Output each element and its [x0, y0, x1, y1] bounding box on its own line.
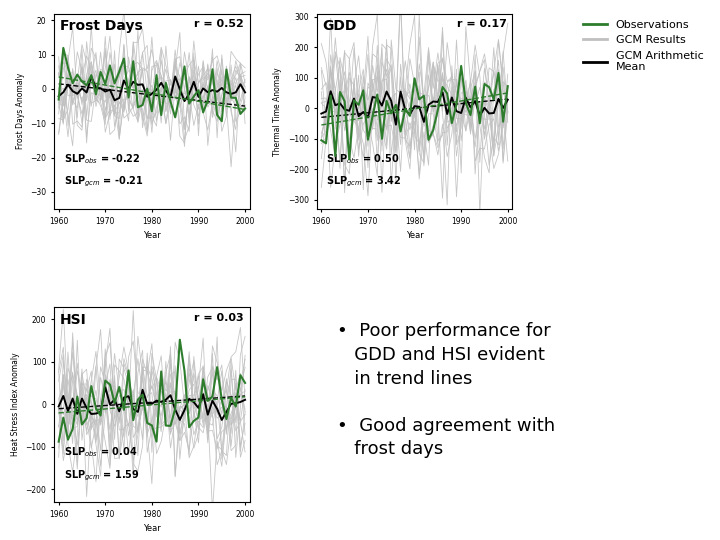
Text: SLP$_{gcm}$ = -0.21: SLP$_{gcm}$ = -0.21 [64, 175, 143, 190]
Text: HSI: HSI [60, 313, 86, 327]
Text: GDD: GDD [323, 19, 357, 33]
X-axis label: Year: Year [405, 231, 423, 240]
Text: r = 0.17: r = 0.17 [456, 19, 507, 29]
Y-axis label: Frost Days Anomaly: Frost Days Anomaly [16, 73, 24, 150]
Text: SLP$_{obs}$ = -0.22: SLP$_{obs}$ = -0.22 [64, 152, 140, 166]
Text: SLP$_{obs}$ = 0.04: SLP$_{obs}$ = 0.04 [64, 446, 138, 459]
Text: SLP$_{gcm}$ = 1.59: SLP$_{gcm}$ = 1.59 [64, 468, 140, 483]
Text: r = 0.03: r = 0.03 [194, 313, 244, 322]
Legend: Observations, GCM Results, GCM Arithmetic
Mean: Observations, GCM Results, GCM Arithmeti… [578, 15, 708, 77]
Text: Frost Days: Frost Days [60, 19, 143, 33]
Y-axis label: Thermal Time Anomaly: Thermal Time Anomaly [274, 67, 282, 156]
Text: SLP$_{obs}$ = 0.50: SLP$_{obs}$ = 0.50 [326, 152, 400, 166]
X-axis label: Year: Year [143, 524, 161, 534]
Y-axis label: Heat Stress Index Anomaly: Heat Stress Index Anomaly [11, 353, 20, 456]
Text: •  Poor performance for
   GDD and HSI evident
   in trend lines

•  Good agreem: • Poor performance for GDD and HSI evide… [337, 322, 555, 458]
Text: r = 0.52: r = 0.52 [194, 19, 244, 29]
Text: SLP$_{gcm}$ = 3.42: SLP$_{gcm}$ = 3.42 [326, 175, 402, 190]
X-axis label: Year: Year [143, 231, 161, 240]
